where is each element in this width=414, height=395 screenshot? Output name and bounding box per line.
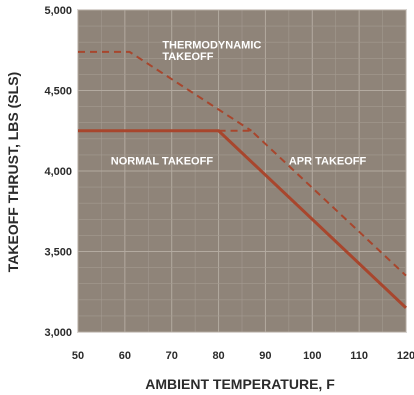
series-line (78, 50, 252, 132)
series-lines (78, 50, 408, 309)
annotation-label: TAKEOFF (162, 51, 213, 63)
x-tick-label: 110 (350, 350, 368, 362)
x-tick-label: 70 (166, 350, 178, 362)
y-tick-label: 4,500 (44, 86, 72, 98)
y-tick-label: 3,500 (44, 247, 72, 259)
grid (77, 9, 407, 333)
y-axis-ticks: 3,000 3,500 4,000 4,500 5,000 (44, 5, 72, 339)
y-tick-label: 4,000 (44, 166, 72, 178)
y-tick-label: 3,000 (44, 327, 72, 339)
annotation-label: APR TAKEOFF (289, 156, 367, 168)
x-tick-label: 120 (397, 350, 414, 362)
annotation-label: THERMODYNAMIC (162, 40, 261, 52)
series-line (218, 129, 407, 277)
x-axis-ticks: 50 60 70 80 90 100 110 120 (72, 350, 414, 362)
x-tick-label: 80 (212, 350, 224, 362)
y-tick-label: 5,000 (44, 5, 72, 17)
x-tick-label: 90 (259, 350, 271, 362)
x-tick-label: 50 (72, 350, 84, 362)
x-tick-label: 100 (303, 350, 321, 362)
y-axis-label: TAKEOFF THRUST, LBS (SLS) (5, 72, 21, 272)
annotation-label: NORMAL TAKEOFF (111, 156, 214, 168)
x-tick-label: 60 (119, 350, 131, 362)
x-axis-label: AMBIENT TEMPERATURE, F (145, 376, 335, 392)
